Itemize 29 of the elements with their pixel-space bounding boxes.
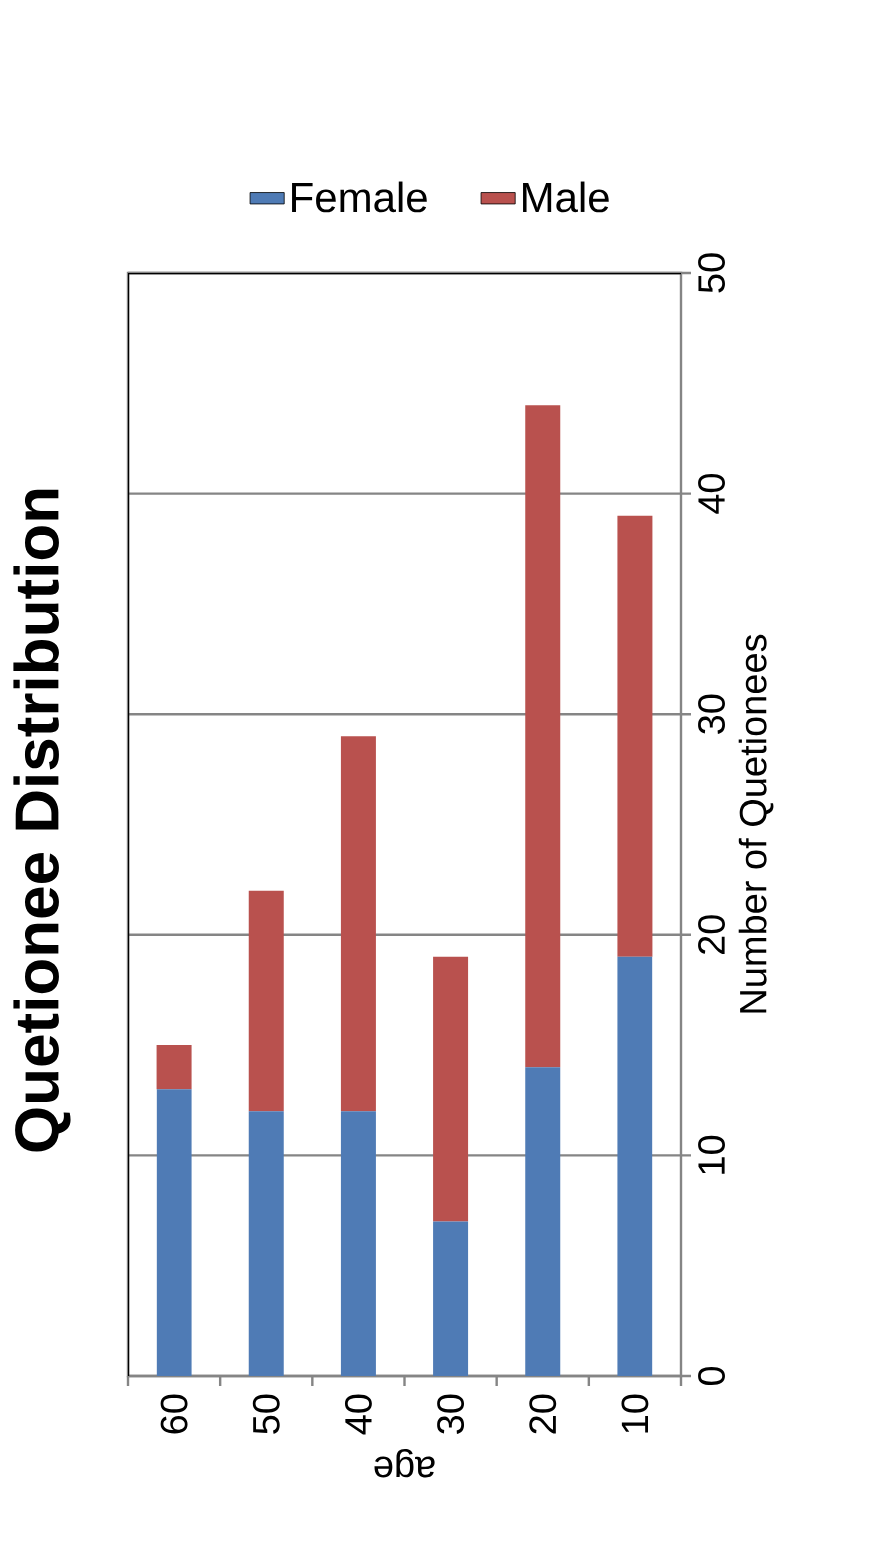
y-axis-title: Number of Quetionees [738, 634, 774, 1013]
y-tick-label: 10 [698, 1135, 725, 1174]
bar [525, 405, 561, 1068]
x-tick-label: 60 [160, 1394, 188, 1434]
bar [156, 1089, 192, 1376]
bar [340, 736, 376, 1112]
bar [156, 1045, 192, 1090]
bar [248, 890, 284, 1112]
bar [433, 956, 469, 1222]
x-tick-label: 40 [344, 1394, 372, 1435]
text: Quetionee Distribution [13, 489, 71, 1152]
x-tick-label: 50 [252, 1394, 280, 1434]
bar [433, 1221, 469, 1376]
x-tick-label: 30 [437, 1394, 465, 1434]
bar [248, 1111, 284, 1376]
x-tick-label: 10 [621, 1394, 649, 1433]
x-axis-title: age [374, 1449, 435, 1478]
y-tick-label: 40 [698, 473, 725, 514]
bar [617, 956, 653, 1376]
y-tick-label: 20 [698, 915, 725, 955]
y-tick-label: 30 [698, 694, 725, 734]
legend-label: Female [292, 181, 427, 213]
legend-label: Male [523, 181, 609, 213]
bar [340, 1111, 376, 1376]
x-tick-label: 20 [529, 1394, 557, 1434]
bar [525, 1067, 561, 1376]
bar [617, 515, 653, 957]
y-tick-label: 50 [698, 253, 725, 293]
y-tick-label: 0 [698, 1366, 725, 1386]
